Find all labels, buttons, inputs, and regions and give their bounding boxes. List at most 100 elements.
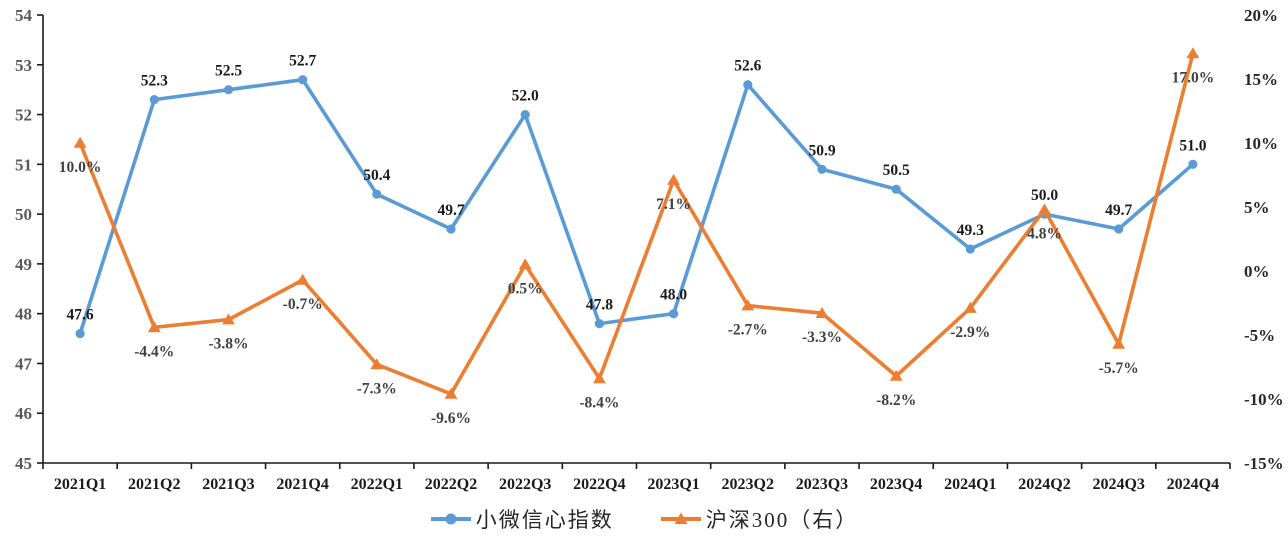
data-point-triangle-marker (370, 358, 384, 370)
data-point-circle-marker (891, 184, 901, 194)
left-axis-tick-label: 48 (15, 305, 32, 324)
right-axis-tick-label: -5% (1244, 326, 1275, 345)
data-point-value-label: -7.3% (357, 380, 397, 397)
data-point-value-label: -3.3% (802, 329, 842, 346)
right-axis-tick-label: 20% (1244, 6, 1278, 25)
data-point-triangle-marker (73, 136, 87, 148)
left-axis-tick-label: 49 (15, 255, 32, 274)
x-axis-category-label: 2021Q3 (202, 476, 254, 493)
x-axis-category-label: 2022Q4 (573, 476, 625, 493)
data-point-value-label: 50.0 (1031, 187, 1058, 204)
data-point-value-label: -2.9% (950, 324, 990, 341)
legend-marker-orange-triangle-icon (660, 512, 701, 524)
data-point-circle-marker (669, 309, 679, 319)
x-axis-category-label: 2024Q1 (944, 476, 996, 493)
x-axis-category-label: 2021Q2 (128, 476, 180, 493)
x-axis-category-label: 2024Q2 (1018, 476, 1070, 493)
chart-legend: 小微信心指数 沪深300（右） (0, 502, 1288, 536)
left-axis-tick-label: 53 (15, 56, 32, 75)
data-point-value-label: -4.4% (134, 343, 174, 360)
legend-item-csi300: 沪深300（右） (660, 504, 859, 534)
data-point-circle-marker (965, 244, 975, 254)
data-point-circle-marker (223, 85, 234, 95)
data-point-triangle-marker (667, 173, 680, 185)
data-point-value-label: 47.6 (67, 307, 94, 324)
data-point-value-label: 50.4 (363, 167, 390, 184)
right-axis-tick-label: -15% (1244, 454, 1284, 473)
data-point-circle-marker (298, 75, 308, 85)
data-point-value-label: 49.7 (437, 202, 464, 219)
x-axis-category-label: 2022Q2 (425, 476, 477, 493)
x-axis-category-label: 2023Q1 (647, 476, 699, 493)
data-point-value-label: 7.1% (656, 196, 691, 213)
data-point-value-label: -5.7% (1099, 360, 1139, 377)
data-point-value-label: 51.0 (1179, 137, 1206, 154)
right-axis-tick-label: 0% (1244, 262, 1270, 281)
data-point-value-label: -9.6% (431, 410, 471, 427)
data-point-circle-marker (1188, 159, 1198, 169)
series-line-1 (78, 51, 1195, 396)
legend-label-confidence-index: 小微信心指数 (475, 508, 614, 532)
data-point-triangle-marker (296, 273, 310, 285)
legend-item-confidence-index: 小微信心指数 (430, 504, 614, 534)
x-axis-category-label: 2021Q4 (276, 476, 328, 493)
data-point-circle-marker (372, 189, 382, 199)
data-point-value-label: 50.5 (883, 162, 910, 179)
data-point-value-label: -8.2% (876, 392, 916, 409)
left-axis-tick-label: 45 (15, 454, 32, 473)
data-point-value-label: 52.6 (734, 58, 761, 75)
data-point-value-label: -2.7% (728, 322, 768, 339)
data-point-triangle-marker (1038, 203, 1051, 215)
data-point-value-label: -8.4% (579, 395, 619, 412)
data-point-circle-marker (75, 329, 85, 339)
right-axis-tick-label: -10% (1244, 390, 1284, 409)
x-axis-category-label: 2022Q1 (351, 476, 403, 493)
data-point-triangle-marker (1112, 337, 1126, 349)
series-line-0 (78, 77, 1195, 336)
data-point-triangle-marker (518, 258, 532, 270)
data-point-value-label: 52.5 (215, 63, 242, 80)
data-point-value-label: 47.8 (586, 297, 613, 314)
x-axis-category-label: 2024Q4 (1167, 476, 1219, 493)
data-point-value-label: 50.9 (808, 142, 835, 159)
data-point-circle-marker (594, 319, 605, 329)
x-axis-category-label: 2023Q2 (722, 476, 774, 493)
data-point-triangle-marker (593, 372, 606, 384)
data-point-triangle-marker (741, 299, 755, 311)
data-point-value-label: 49.7 (1105, 202, 1132, 219)
right-axis-tick-label: 5% (1244, 198, 1270, 217)
data-point-value-label: 52.3 (141, 73, 168, 90)
data-point-triangle-marker (222, 313, 235, 325)
data-point-circle-marker (1114, 224, 1124, 234)
x-axis-category-label: 2022Q3 (499, 476, 551, 493)
data-point-circle-marker (520, 110, 530, 120)
legend-marker-blue-circle-icon (430, 513, 471, 525)
data-point-value-label: 10.0% (59, 159, 102, 176)
data-point-value-label: 52.7 (289, 53, 316, 70)
data-point-circle-marker (743, 80, 753, 90)
data-point-value-label: -3.8% (208, 336, 248, 353)
x-axis-category-label: 2024Q3 (1092, 476, 1144, 493)
data-point-triangle-marker (963, 301, 977, 313)
data-point-circle-marker (149, 95, 159, 105)
right-axis-tick-label: 10% (1244, 134, 1278, 153)
data-point-value-label: 17.0% (1172, 69, 1215, 86)
data-point-triangle-marker (815, 307, 829, 318)
data-point-triangle-marker (147, 321, 161, 333)
data-point-triangle-marker (889, 369, 903, 381)
x-axis-category-label: 2021Q1 (54, 476, 106, 493)
data-point-value-label: -0.7% (283, 296, 323, 313)
x-axis-category-label: 2023Q3 (796, 476, 848, 493)
left-axis-tick-label: 51 (15, 155, 32, 174)
x-axis-category-label: 2023Q4 (870, 476, 922, 493)
data-point-triangle-marker (1186, 47, 1200, 59)
left-axis-tick-label: 54 (15, 6, 33, 25)
right-axis-tick-label: 15% (1244, 70, 1278, 89)
legend-label-csi300: 沪深300（右） (705, 508, 859, 532)
data-point-value-label: 0.5% (508, 281, 543, 298)
data-point-value-label: 48.0 (660, 287, 687, 304)
left-axis-tick-label: 46 (15, 404, 32, 423)
data-point-circle-marker (817, 164, 827, 174)
